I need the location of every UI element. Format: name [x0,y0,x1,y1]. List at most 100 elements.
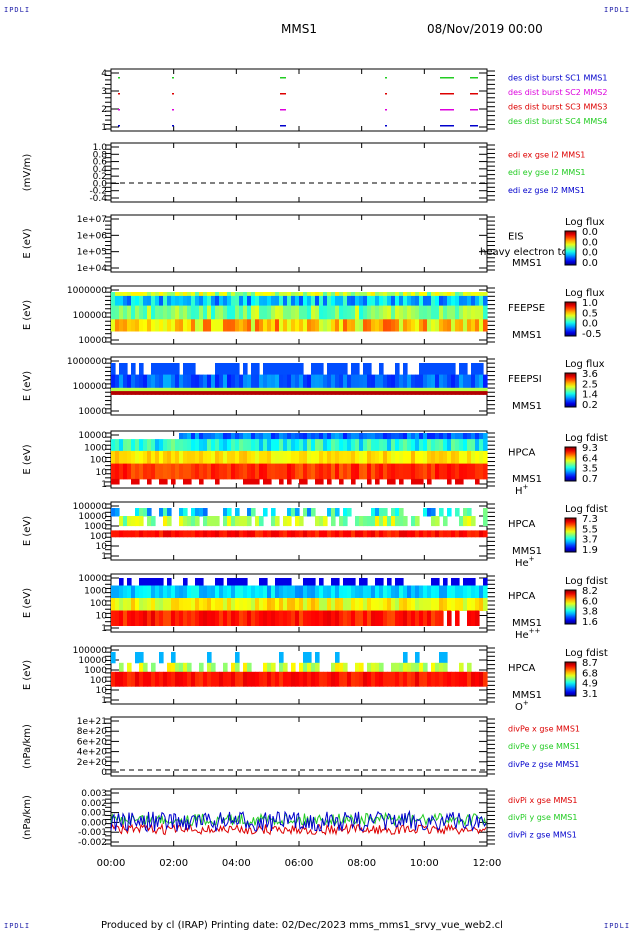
hpcah-cell [447,433,452,440]
feepse-cell [147,292,152,297]
feepse-instrument-label: FEEPSE [508,303,545,314]
hpcah-cell [207,433,212,440]
feepse-cell [411,292,416,297]
feepse-cell [179,295,184,307]
feepse-cell [299,292,304,297]
feepsi-cell [299,391,304,395]
hpcao-cell [275,671,280,687]
hpcahe-cell [435,530,440,538]
feepsi-cell [175,391,180,395]
hpcao-cell [159,652,164,664]
feepsi-cell [395,391,400,395]
feepsi-cell [359,387,364,392]
feepse-cell [315,305,320,320]
hpcahe-cell [415,530,420,538]
corner-label-br: IPDLI [604,922,630,930]
hpcao-cell [139,671,144,687]
feepse-cell [443,319,448,332]
hpcah-cell [407,433,412,440]
feepsi-cell [147,374,152,389]
x-axis-label: 02:00 [159,858,188,869]
feepse-ytick-label: 1000000 [67,286,107,296]
hpcahe-cell [483,516,488,527]
feepsi-sc-label: MMS1 [512,401,542,412]
hpcahepp-cell [483,598,488,611]
hpcao-cell [175,662,180,673]
feepsi-cell [315,374,320,389]
hpcahepp-cell [431,610,436,626]
hpcah-cell [379,450,384,465]
hpcah-cell [247,450,252,465]
hpcahepp-cell [195,610,200,626]
feepsi-cell [391,391,396,395]
hpcahepp-cell [387,585,392,599]
feepsi-cell [131,374,136,389]
feepsi-cell [187,374,192,389]
hpcah-cell [207,463,212,480]
feepsi-cell [243,391,248,395]
feepse-cell [475,295,480,307]
feepsi-cell [451,391,456,395]
feepse-cell [359,305,364,320]
feepsi-cell [283,363,288,375]
hpcahe-cell [431,530,436,538]
feepse-cell [155,292,160,297]
hpcahepp-cell [267,610,272,626]
hpcah-cell [395,450,400,465]
feepse-cell [247,319,252,332]
hpcahe-cell [227,516,232,527]
feepsi-cell [295,363,300,375]
hpcahepp-cell [231,598,236,611]
hpcao-cell [411,662,416,673]
hpcahepp-cell [379,585,384,599]
hpcao-cell [315,662,320,673]
feepse-cell [127,305,132,320]
edi-legend-1: edi ey gse l2 MMS1 [508,168,586,177]
feepsi-cell [191,374,196,389]
feepse-cell [435,295,440,307]
hpcah-cell [379,433,384,440]
hpcah-cell [427,463,432,480]
feepse-cell [163,305,168,320]
hpcahe-cell [403,516,408,527]
hpcahepp-cell [111,598,116,611]
feepse-cell [271,305,276,320]
hpcahepp-cell [307,610,312,626]
hpcahepp-cell [339,610,344,626]
hpcah-cell [459,450,464,465]
feepse-cell [167,292,172,297]
feepse-cell [155,319,160,332]
feepsi-cell [263,387,268,392]
feepsi-cell [291,374,296,389]
hpcahepp-cell [367,585,372,599]
feepse-cell [287,319,292,332]
feepse-cell [427,319,432,332]
feepsi-cell [339,363,344,375]
feepsi-cell [115,374,120,389]
feepse-cell [247,295,252,307]
hpcah-cell [451,450,456,465]
hpcah-cell [123,463,128,480]
hpcahe-cell [247,530,252,538]
hpcahe-cell [311,508,316,517]
hpcah-cell [127,463,132,480]
hpcahe-cell [295,530,300,538]
hpcahepp-cell [231,610,236,626]
eis-ytick-label: 1e+05 [77,248,107,258]
hpcahe-cell [387,516,392,527]
feepsi-cell [119,374,124,389]
hpcahe-cell [139,508,144,517]
hpcao-cell [195,671,200,687]
hpcahe-cell [295,508,300,517]
feepse-cell [219,295,224,307]
hpcahe-cell [359,530,364,538]
hpcahepp-cell [291,598,296,611]
hpcao-cell [347,671,352,687]
hpcahepp-cell [131,585,136,599]
feepsi-cell [319,363,324,375]
feepsi-cell [219,387,224,392]
feepsi-cell [143,374,148,389]
feepsi-cell [267,387,272,392]
feepse-cell [195,319,200,332]
hpcao-cell [159,671,164,687]
